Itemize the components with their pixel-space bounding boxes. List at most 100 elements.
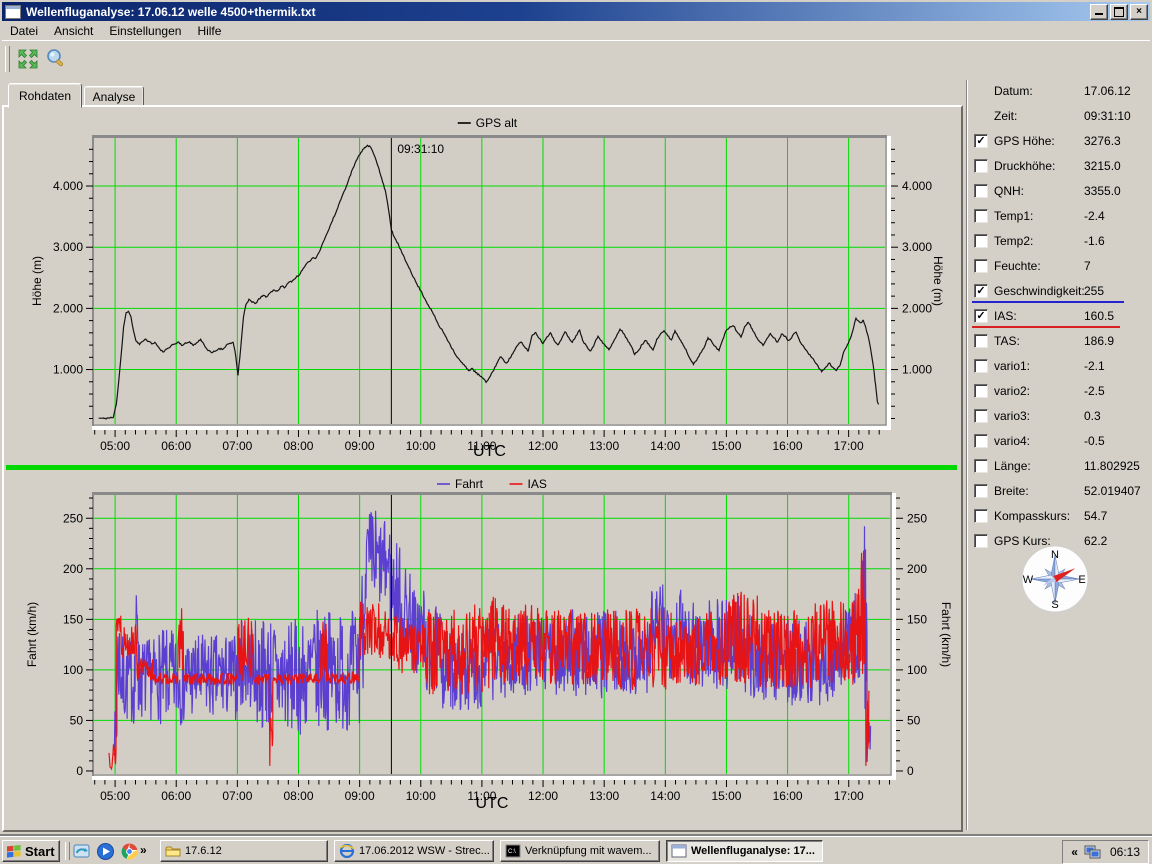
menu-hilfe[interactable]: Hilfe bbox=[189, 22, 229, 40]
checkbox[interactable] bbox=[974, 534, 988, 548]
svg-text:10:00: 10:00 bbox=[406, 439, 436, 453]
svg-text:15:00: 15:00 bbox=[711, 789, 741, 803]
media-player-icon[interactable] bbox=[96, 842, 115, 861]
taskbar-button-4[interactable]: Wellenfluganalyse: 17... bbox=[666, 840, 823, 862]
windows-logo-icon bbox=[6, 844, 22, 858]
sidebar-row: QNH:3355.0 bbox=[970, 182, 1152, 207]
zoom-icon[interactable] bbox=[42, 45, 70, 73]
checkbox[interactable]: ✓ bbox=[974, 284, 988, 298]
svg-text:GPS alt: GPS alt bbox=[476, 116, 518, 130]
sidebar-row: Breite:52.019407 bbox=[970, 482, 1152, 507]
field-value: 7 bbox=[1084, 259, 1091, 273]
checkbox[interactable]: ✓ bbox=[974, 134, 988, 148]
field-label: vario1: bbox=[994, 359, 1030, 373]
quicklaunch-overflow[interactable]: » bbox=[140, 843, 147, 857]
taskbar-button-3[interactable]: C:\Verknüpfung mit wavem... bbox=[500, 840, 660, 862]
checkbox[interactable] bbox=[974, 409, 988, 423]
field-value: 09:31:10 bbox=[1084, 109, 1131, 123]
svg-text:09:00: 09:00 bbox=[345, 789, 375, 803]
svg-text:07:00: 07:00 bbox=[222, 439, 252, 453]
field-value: -2.5 bbox=[1084, 384, 1105, 398]
network-icon[interactable] bbox=[1084, 844, 1102, 860]
svg-text:13:00: 13:00 bbox=[589, 789, 619, 803]
field-label: Druckhöhe: bbox=[994, 159, 1055, 173]
menubar: Datei Ansicht Einstellungen Hilfe bbox=[2, 21, 1150, 40]
sidebar-row: ✓IAS:160.5 bbox=[970, 307, 1152, 332]
svg-text:1.000: 1.000 bbox=[902, 363, 932, 377]
svg-text:100: 100 bbox=[63, 663, 83, 677]
checkbox[interactable] bbox=[974, 234, 988, 248]
svg-text:08:00: 08:00 bbox=[283, 789, 313, 803]
sidebar-row: TAS:186.9 bbox=[970, 332, 1152, 357]
field-label: Temp2: bbox=[994, 234, 1033, 248]
sidebar-row: ✓GPS Höhe:3276.3 bbox=[970, 132, 1152, 157]
desktop: Wellenfluganalyse: 17.06.12 welle 4500+t… bbox=[0, 0, 1152, 864]
taskbar-button-2[interactable]: 17.06.2012 WSW - Strec... bbox=[334, 840, 494, 862]
sidebar-row: vario3: 0.3 bbox=[970, 407, 1152, 432]
y-axis-title-right: Höhe (m) bbox=[931, 256, 945, 306]
field-label: Geschwindigkeit: bbox=[994, 284, 1085, 298]
field-label: vario4: bbox=[994, 434, 1030, 448]
checkbox[interactable] bbox=[974, 184, 988, 198]
checkbox[interactable] bbox=[974, 359, 988, 373]
tab-rohdaten[interactable]: Rohdaten bbox=[8, 83, 82, 108]
x-axis-title: UTC bbox=[473, 443, 506, 460]
chart-panel: 05:0006:0007:0008:0009:0010:0011:0012:00… bbox=[2, 105, 963, 832]
field-label: vario3: bbox=[994, 409, 1030, 423]
checkbox[interactable]: ✓ bbox=[974, 309, 988, 323]
show-desktop-icon[interactable] bbox=[72, 842, 91, 861]
checkbox[interactable] bbox=[974, 334, 988, 348]
svg-text:W: W bbox=[1023, 574, 1034, 586]
checkbox[interactable] bbox=[974, 209, 988, 223]
clock: 06:13 bbox=[1110, 845, 1140, 859]
start-button[interactable]: Start bbox=[2, 840, 60, 862]
svg-text:3.000: 3.000 bbox=[53, 240, 83, 254]
field-label: GPS Höhe: bbox=[994, 134, 1055, 148]
checkbox[interactable] bbox=[974, 384, 988, 398]
chart-separator bbox=[6, 465, 957, 470]
plot-area[interactable] bbox=[94, 138, 885, 424]
series-color-underline bbox=[972, 326, 1120, 328]
field-label: vario2: bbox=[994, 384, 1030, 398]
svg-text:06:00: 06:00 bbox=[161, 789, 191, 803]
taskbar-button-label: 17.06.2012 WSW - Strec... bbox=[359, 845, 490, 857]
field-label: IAS: bbox=[994, 309, 1017, 323]
y-axis-title-right: Fahrt (km/h) bbox=[939, 602, 953, 667]
fit-expand-icon[interactable] bbox=[14, 45, 42, 73]
checkbox[interactable] bbox=[974, 159, 988, 173]
checkbox[interactable] bbox=[974, 459, 988, 473]
menu-ansicht[interactable]: Ansicht bbox=[46, 22, 101, 40]
field-value: 52.019407 bbox=[1084, 484, 1141, 498]
sidebar-row: Feuchte:7 bbox=[970, 257, 1152, 282]
sidebar-row: Druckhöhe:3215.0 bbox=[970, 157, 1152, 182]
tray-chevron[interactable]: « bbox=[1071, 845, 1078, 859]
checkbox[interactable] bbox=[974, 509, 988, 523]
minimize-button[interactable] bbox=[1090, 4, 1108, 20]
svg-text:05:00: 05:00 bbox=[100, 789, 130, 803]
menu-datei[interactable]: Datei bbox=[2, 22, 46, 40]
chrome-icon[interactable] bbox=[120, 842, 139, 861]
maximize-button[interactable] bbox=[1110, 4, 1128, 20]
field-value: -2.1 bbox=[1084, 359, 1105, 373]
close-button[interactable]: × bbox=[1130, 4, 1148, 20]
system-tray: « 06:13 bbox=[1062, 840, 1149, 864]
svg-text:08:00: 08:00 bbox=[283, 439, 313, 453]
y-axis-title-left: Höhe (m) bbox=[30, 256, 44, 306]
y-axis-title-left: Fahrt (km/h) bbox=[25, 602, 39, 667]
field-value: 11.802925 bbox=[1084, 459, 1140, 473]
compass-rose: NSWE bbox=[1020, 544, 1090, 614]
checkbox[interactable] bbox=[974, 484, 988, 498]
field-value: 0.3 bbox=[1084, 409, 1101, 423]
sidebar-row: Datum:17.06.12 bbox=[970, 82, 1152, 107]
app-icon bbox=[5, 5, 21, 19]
taskbar-button-1[interactable]: 17.6.12 bbox=[160, 840, 328, 862]
svg-text:1.000: 1.000 bbox=[53, 363, 83, 377]
menu-einstellungen[interactable]: Einstellungen bbox=[101, 22, 189, 40]
svg-text:200: 200 bbox=[907, 562, 927, 576]
tab-analyse[interactable]: Analyse bbox=[84, 86, 144, 107]
checkbox[interactable] bbox=[974, 434, 988, 448]
checkbox[interactable] bbox=[974, 259, 988, 273]
sidebar-row: Länge:11.802925 bbox=[970, 457, 1152, 482]
field-label: Zeit: bbox=[994, 109, 1017, 123]
taskbar-gripper bbox=[65, 842, 70, 860]
